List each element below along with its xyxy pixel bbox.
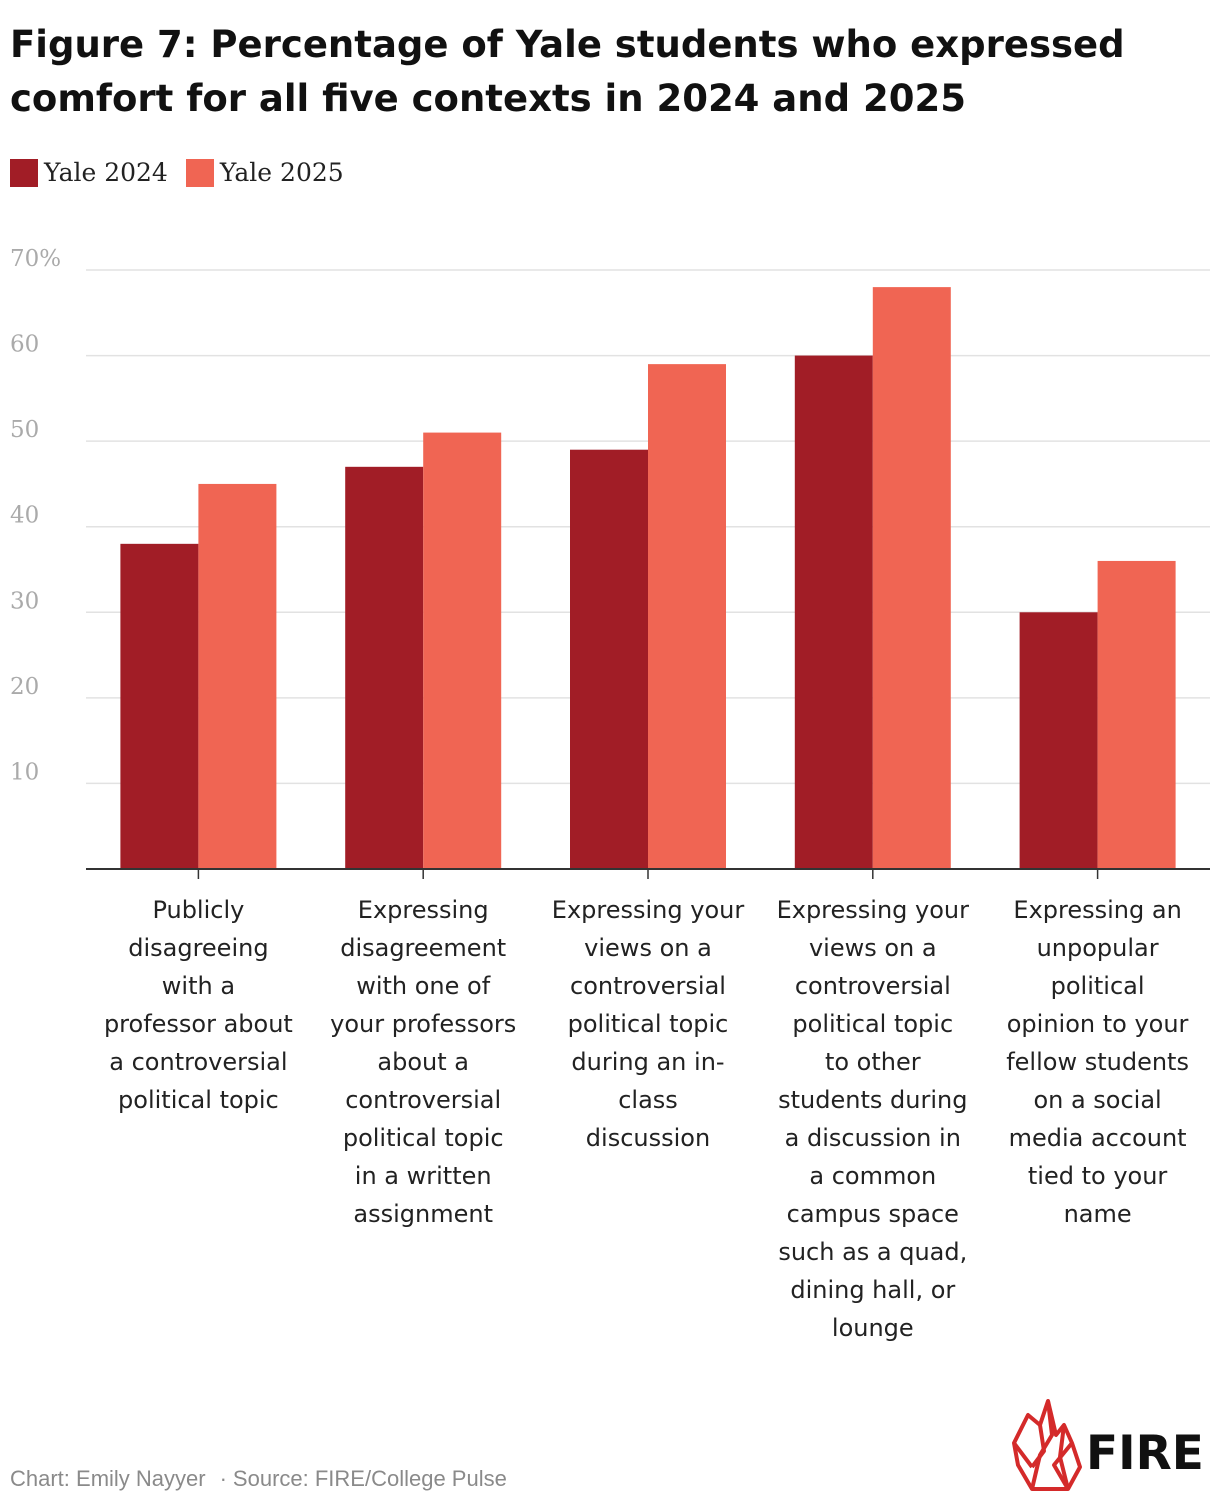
x-category-label-line: Expressing an	[1013, 896, 1181, 924]
chart-title: Figure 7: Percentage of Yale students wh…	[10, 23, 1125, 120]
x-category-label-line: discussion	[586, 1124, 710, 1152]
x-category-label-line: dining hall, or	[790, 1276, 955, 1304]
legend-swatch-2024	[10, 158, 38, 187]
x-category-label: Publicly disagreeing with a professor about…	[104, 896, 293, 1114]
x-category-label-line: controversial	[570, 972, 726, 1000]
bar-2025	[648, 364, 726, 869]
legend-swatch-2025	[185, 158, 214, 187]
y-tick-label: 40	[10, 503, 39, 529]
x-category-label-line: with one of	[356, 972, 491, 1000]
x-category-label-line: views on a	[809, 934, 937, 962]
x-category-label: Expressing your views on a controversial po…	[552, 896, 745, 1152]
y-tick-label: 60	[10, 332, 39, 358]
bar-2024	[794, 355, 873, 870]
x-category-label: Expressing an unpopular political opinion t…	[1006, 896, 1189, 1228]
x-category-label-line: on a social	[1033, 1086, 1161, 1114]
footer: Chart: Emily Nayyer · Source: FIRE/College…	[10, 1466, 507, 1492]
x-category-label-line: political topic	[343, 1124, 504, 1152]
bar-2024	[345, 466, 424, 869]
x-category-label-line: political	[1051, 972, 1145, 1000]
x-category-label-line: professor about	[104, 1010, 293, 1038]
x-category-label-line: unpopular	[1037, 934, 1159, 962]
y-tick-label: 50	[10, 417, 39, 443]
bar-2025	[198, 483, 277, 869]
x-category-label-line: Expressing your	[777, 896, 970, 924]
x-category-label-line: Expressing	[358, 896, 489, 924]
x-category-label-line: during an in-	[571, 1048, 724, 1076]
y-tick-label: 10	[10, 759, 39, 785]
x-category-label-line: political topic	[792, 1010, 953, 1038]
legend-item-2024: Yale 2024	[10, 158, 168, 187]
x-category-label-line: lounge	[832, 1314, 914, 1342]
bar-2024	[120, 543, 199, 869]
chart-credit: Chart: Emily Nayyer	[10, 1466, 206, 1491]
x-category-label-line: students during	[778, 1086, 967, 1114]
legend-item-2025: Yale 2025	[185, 158, 344, 187]
x-category-label-line: about a	[377, 1048, 469, 1076]
flame-icon	[1012, 1399, 1082, 1491]
bar-2025	[423, 432, 502, 869]
x-category-label-line: in a written	[355, 1162, 492, 1190]
x-category-label-line: a discussion in	[785, 1124, 961, 1152]
x-category-label-line: to other	[825, 1048, 921, 1076]
footer-separator: ·	[219, 1466, 227, 1491]
bar-2024	[570, 449, 648, 869]
bar-2025	[872, 287, 951, 870]
x-category-label-line: political topic	[118, 1086, 279, 1114]
x-category-label-line: Expressing your	[552, 896, 745, 924]
x-category-label-line: your professors	[330, 1010, 516, 1038]
x-category-label-line: views on a	[584, 934, 712, 962]
x-category-label: Expressing your views on a controversial po…	[777, 896, 970, 1342]
chart-source: Source: FIRE/College Pulse	[232, 1466, 507, 1491]
bar-2024	[1019, 612, 1098, 869]
y-tick-label: 30	[10, 588, 39, 614]
legend-label-2024: Yale 2024	[44, 158, 168, 187]
x-category-label-line: controversial	[795, 972, 951, 1000]
y-tick-label: 20	[10, 674, 39, 700]
x-category-label-line: fellow students	[1006, 1048, 1189, 1076]
x-category-label-line: opinion to your	[1007, 1010, 1189, 1038]
x-category-label: Expressing disagreement with one of your pr…	[330, 896, 516, 1228]
x-category-label-line: assignment	[353, 1200, 493, 1228]
x-category-label-line: a common	[809, 1162, 936, 1190]
x-category-label-line: disagreement	[340, 934, 506, 962]
x-category-label-line: controversial	[345, 1086, 501, 1114]
x-category-label-line: campus space	[787, 1200, 959, 1228]
bar-chart: 10 20 30 40 50 60 70% Publicly disagreeing with a…	[10, 246, 1210, 1342]
x-category-label-line: media account	[1009, 1124, 1187, 1152]
x-category-label-line: Publicly	[152, 896, 244, 924]
x-category-label-line: political topic	[568, 1010, 729, 1038]
fire-logo-text: FIRE	[1086, 1426, 1204, 1481]
x-category-label-line: with a	[162, 972, 235, 1000]
x-category-label-line: such as a quad,	[778, 1238, 967, 1266]
x-category-label-line: tied to your	[1028, 1162, 1168, 1190]
x-category-label-line: name	[1064, 1200, 1132, 1228]
x-category-label-line: a controversial	[109, 1048, 287, 1076]
bar-2025	[1097, 560, 1176, 869]
legend-label-2025: Yale 2025	[219, 158, 344, 187]
x-category-label-line: class	[618, 1086, 678, 1114]
fire-logo: FIRE	[1012, 1399, 1204, 1491]
y-tick-label: 70%	[10, 246, 61, 272]
legend: Yale 2024 Yale 2025	[10, 158, 362, 187]
x-category-label-line: disagreeing	[128, 934, 268, 962]
